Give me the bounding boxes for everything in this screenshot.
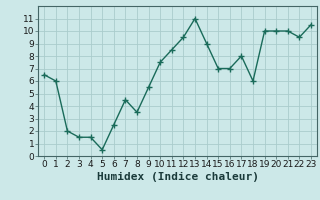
X-axis label: Humidex (Indice chaleur): Humidex (Indice chaleur) xyxy=(97,172,259,182)
